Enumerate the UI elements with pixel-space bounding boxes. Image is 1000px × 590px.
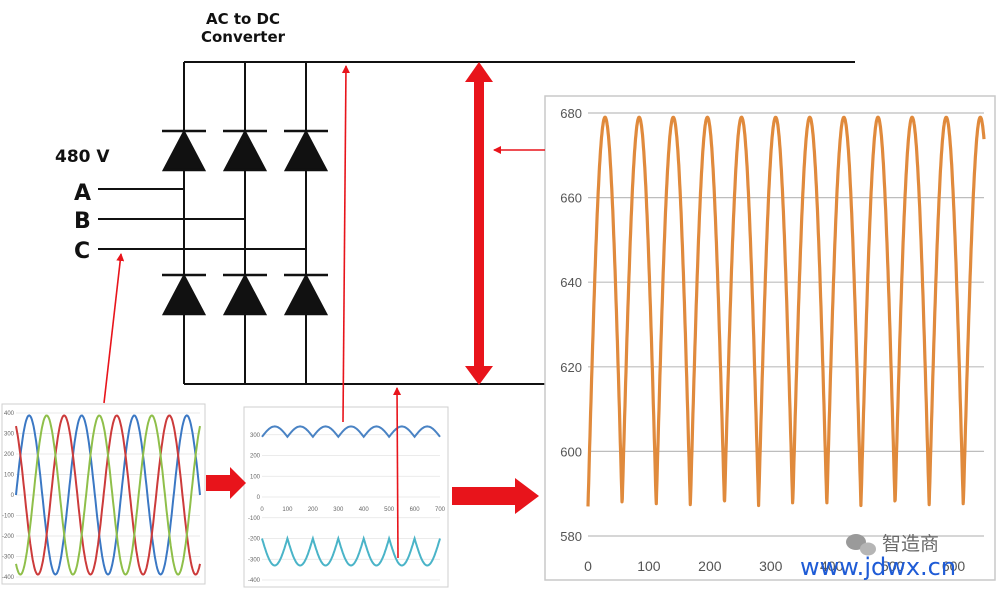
y-tick-label: -200 bbox=[2, 534, 15, 540]
x-tick-label: 500 bbox=[881, 558, 905, 574]
arrow-rail-to-top-bus bbox=[341, 65, 350, 423]
diode-upper-a bbox=[161, 129, 207, 172]
x-tick-label: 400 bbox=[820, 558, 844, 574]
voltage-label: 480 V bbox=[55, 147, 110, 167]
y-tick-label: 300 bbox=[4, 432, 15, 438]
rail-series-positive bbox=[261, 425, 441, 439]
title-line-1: AC to DC bbox=[206, 10, 280, 28]
x-tick-label: 600 bbox=[942, 558, 966, 574]
arrow-rail-to-bottom-bus bbox=[393, 387, 402, 559]
x-tick-label: 100 bbox=[282, 507, 293, 513]
y-tick-label: 0 bbox=[257, 495, 261, 501]
diode-bridge bbox=[161, 129, 329, 316]
x-tick-label: 300 bbox=[333, 507, 344, 513]
watermark-url: www.jdwx.cn bbox=[800, 553, 956, 581]
x-tick-label: 300 bbox=[759, 558, 783, 574]
y-tick-label: -400 bbox=[2, 575, 15, 581]
y-tick-label: -300 bbox=[2, 555, 15, 561]
y-tick-label: 640 bbox=[560, 275, 582, 290]
panel-three-phase: 400 300 200 100 0 -100 -200 -300 -400 bbox=[1, 403, 206, 585]
flow-arrows bbox=[103, 62, 545, 559]
diode-lower-c bbox=[283, 273, 329, 316]
x-tick-label: 0 bbox=[260, 507, 264, 513]
y-tick-label: 300 bbox=[250, 433, 261, 439]
panel-rectified: 300 200 100 0 -100 -200 -300 -400 0 100 200 300 400 5… bbox=[243, 406, 449, 588]
y-tick-label: 100 bbox=[250, 474, 261, 480]
block-arrow-input-to-rectified bbox=[206, 467, 246, 499]
arrow-input-to-phase-c bbox=[103, 253, 125, 404]
y-tick-label: 620 bbox=[560, 360, 582, 375]
rail-series-negative bbox=[261, 535, 441, 567]
y-tick-label: 580 bbox=[560, 529, 582, 544]
dc-output-series bbox=[586, 115, 986, 508]
x-tick-label: 100 bbox=[637, 558, 661, 574]
y-tick-label: 600 bbox=[560, 444, 582, 459]
y-tick-label: -100 bbox=[248, 516, 261, 522]
x-tick-label: 400 bbox=[359, 507, 370, 513]
y-tick-label: -300 bbox=[248, 557, 261, 563]
y-tick-label: -100 bbox=[2, 514, 15, 520]
watermark-brand: 智造商 bbox=[882, 533, 939, 555]
diode-lower-b bbox=[222, 273, 268, 316]
circuit-wiring bbox=[98, 61, 855, 385]
phase-series-c bbox=[15, 414, 201, 576]
dc-voltage-double-arrow bbox=[465, 62, 493, 385]
block-arrow-rectified-to-output bbox=[452, 478, 539, 514]
x-tick-label: 600 bbox=[410, 507, 421, 513]
x-tick-label: 700 bbox=[435, 507, 446, 513]
x-tick-label: 0 bbox=[584, 558, 592, 574]
x-tick-label: 500 bbox=[384, 507, 395, 513]
y-tick-label: 680 bbox=[560, 106, 582, 121]
diode-upper-c bbox=[283, 129, 329, 172]
x-tick-label: 200 bbox=[308, 507, 319, 513]
x-tick-label: 200 bbox=[698, 558, 722, 574]
phase-label-c: C bbox=[74, 239, 90, 264]
y-tick-label: 200 bbox=[4, 452, 15, 458]
y-tick-label: 660 bbox=[560, 191, 582, 206]
y-tick-label: 100 bbox=[4, 473, 15, 479]
phase-label-b: B bbox=[74, 209, 91, 234]
phase-label-a: A bbox=[74, 181, 91, 206]
y-tick-label: 200 bbox=[250, 454, 261, 460]
title-line-2: Converter bbox=[201, 28, 286, 46]
diode-upper-b bbox=[222, 129, 268, 172]
y-tick-label: -200 bbox=[248, 537, 261, 543]
y-tick-label: 400 bbox=[4, 411, 15, 417]
diode-lower-a bbox=[161, 273, 207, 316]
wechat-icon bbox=[846, 534, 876, 556]
y-tick-label: 0 bbox=[11, 493, 15, 499]
y-tick-label: -400 bbox=[248, 578, 261, 584]
watermark: 智造商 www.jdwx.cn bbox=[800, 533, 956, 581]
